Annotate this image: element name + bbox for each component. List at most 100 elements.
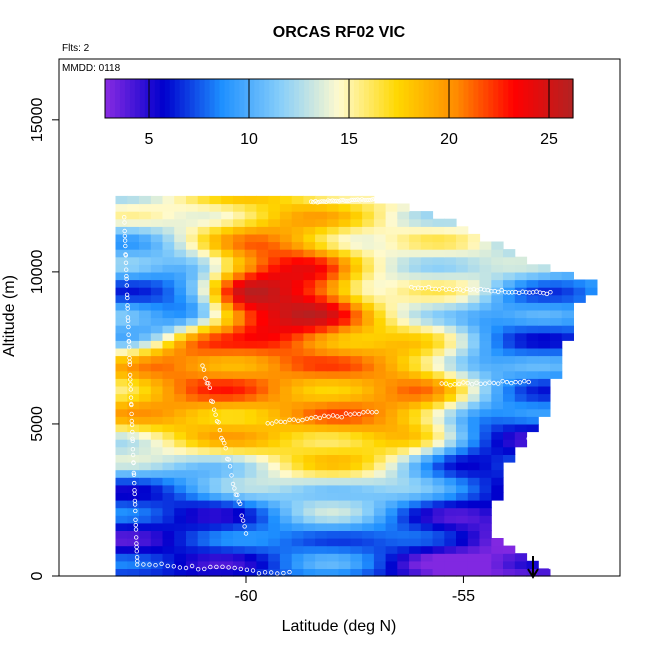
heatmap-cell — [456, 560, 469, 569]
heatmap-cell — [209, 530, 222, 539]
heatmap-cell — [197, 423, 210, 433]
track-point — [317, 199, 322, 204]
heatmap-cell — [315, 309, 328, 319]
heatmap-cell — [420, 439, 434, 448]
heatmap-cell — [291, 553, 304, 562]
heatmap-cell — [139, 431, 152, 440]
heatmap-cell — [420, 271, 434, 281]
heatmap-cell — [291, 347, 304, 357]
heatmap-cell — [467, 492, 481, 501]
heatmap-cell — [491, 249, 504, 258]
heatmap-cell — [233, 545, 246, 554]
track-point — [262, 570, 268, 575]
heatmap-cell — [491, 385, 504, 395]
heatmap-cell — [350, 530, 363, 539]
y-tick-label: 15000 — [29, 97, 46, 142]
heatmap-cell — [373, 279, 387, 288]
heatmap-cell — [244, 530, 257, 539]
heatmap-cell — [244, 218, 257, 227]
heatmap-cell — [162, 340, 175, 349]
heatmap-cell — [162, 309, 175, 319]
heatmap-cell — [397, 560, 410, 569]
heatmap-cell — [233, 249, 246, 258]
heatmap-cell — [291, 477, 304, 486]
heatmap-cell — [279, 241, 293, 250]
heatmap-cell — [150, 325, 164, 334]
heatmap-cell — [397, 484, 410, 493]
heatmap-cell — [186, 218, 199, 227]
heatmap-cell — [291, 408, 304, 417]
track-point — [532, 473, 537, 478]
heatmap-cell — [397, 462, 410, 471]
heatmap-cell — [479, 249, 492, 258]
heatmap-cell — [174, 545, 187, 554]
heatmap-cell — [233, 226, 246, 235]
heatmap-cell — [432, 294, 445, 303]
track-point — [315, 200, 320, 205]
heatmap-cell — [279, 370, 293, 379]
heatmap-cell — [326, 271, 340, 281]
heatmap-cell — [514, 553, 528, 562]
heatmap-cell — [456, 469, 469, 478]
track-point — [216, 420, 221, 425]
heatmap-cell — [514, 302, 528, 311]
heatmap-cell — [385, 309, 398, 319]
track-point — [349, 197, 354, 203]
heatmap-cell — [456, 553, 469, 562]
heatmap-cell — [432, 500, 445, 509]
heatmap-cell — [150, 233, 164, 243]
heatmap-cell — [350, 325, 363, 334]
heatmap-cell — [256, 522, 269, 531]
heatmap-cell — [221, 446, 234, 455]
colorbar-segment — [109, 79, 116, 118]
heatmap-cell — [409, 446, 422, 455]
heatmap-cell — [467, 507, 481, 516]
heatmap-cell — [115, 241, 128, 250]
heatmap-cell — [467, 515, 481, 524]
heatmap-cell — [538, 385, 551, 395]
colorbar-segment — [239, 79, 246, 118]
heatmap-cell — [538, 408, 551, 417]
heatmap-cell — [291, 249, 304, 258]
heatmap-cell — [139, 545, 152, 554]
heatmap-cell — [373, 469, 387, 478]
heatmap-cell — [244, 378, 257, 387]
heatmap-cell — [491, 355, 504, 364]
heatmap-cell — [150, 568, 164, 577]
heatmap-cell — [491, 264, 504, 273]
heatmap-cell — [514, 401, 528, 410]
heatmap-cell — [315, 287, 328, 296]
heatmap-cell — [479, 401, 492, 410]
track-point — [461, 288, 466, 293]
heatmap-cell — [233, 507, 246, 516]
heatmap-cell — [279, 522, 293, 531]
y-tick-label: 0 — [29, 571, 46, 580]
heatmap-cell — [491, 332, 504, 341]
heatmap-cell — [291, 264, 304, 273]
heatmap-cell — [315, 492, 328, 501]
colorbar-segment — [289, 79, 295, 118]
heatmap-cell — [291, 484, 304, 493]
heatmap-cell — [209, 553, 222, 562]
heatmap-cell — [150, 492, 164, 501]
heatmap-cell — [420, 249, 434, 258]
heatmap-cell — [244, 522, 257, 531]
heatmap-cell — [338, 233, 351, 243]
heatmap-cell — [291, 568, 304, 577]
heatmap-cell — [115, 431, 128, 440]
heatmap-cell — [115, 378, 128, 387]
heatmap-cell — [127, 439, 140, 448]
heatmap-cell — [244, 355, 257, 364]
heatmap-cell — [326, 477, 340, 486]
heatmap-cell — [350, 370, 363, 379]
heatmap-cell — [256, 279, 269, 288]
colorbar-segment — [279, 79, 285, 118]
heatmap-cell — [186, 560, 199, 569]
heatmap-cell — [174, 431, 187, 440]
heatmap-cell — [444, 233, 457, 243]
heatmap-cell — [432, 302, 445, 311]
heatmap-cell — [186, 462, 199, 471]
heatmap-cell — [514, 332, 528, 341]
heatmap-cell — [209, 325, 222, 334]
heatmap-cell — [409, 340, 422, 349]
